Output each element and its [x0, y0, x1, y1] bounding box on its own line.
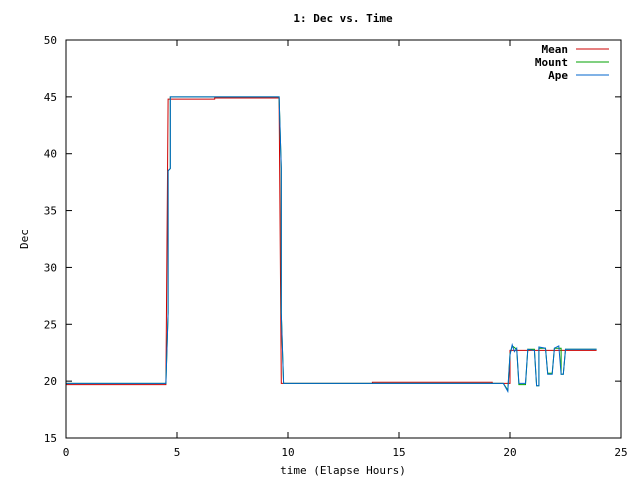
y-tick-label: 30: [44, 261, 57, 274]
axis-ticks: 0 5 10 15 20 25 15 20 25 30 35 40 45 50: [44, 34, 628, 459]
y-tick-label: 20: [44, 375, 57, 388]
legend-label-ape: Ape: [548, 69, 568, 82]
y-tick-label: 50: [44, 34, 57, 47]
legend-label-mount: Mount: [535, 56, 568, 69]
y-tick-label: 25: [44, 318, 57, 331]
y-tick-label: 45: [44, 91, 57, 104]
series-line-mean: [66, 97, 597, 386]
series-lines: [66, 96, 597, 394]
y-tick-label: 15: [44, 432, 57, 445]
x-tick-label: 5: [174, 446, 181, 459]
y-tick-label: 40: [44, 148, 57, 161]
x-tick-label: 20: [503, 446, 516, 459]
series-line-ape: [66, 96, 597, 394]
x-tick-label: 0: [63, 446, 70, 459]
y-tick-label: 35: [44, 205, 57, 218]
x-tick-label: 15: [392, 446, 405, 459]
x-axis-label: time (Elapse Hours): [280, 464, 406, 477]
y-axis-label: Dec: [18, 229, 31, 249]
plot-frame: [65, 39, 622, 439]
series-line-mount: [66, 96, 597, 392]
x-tick-label: 10: [281, 446, 294, 459]
legend-label-mean: Mean: [542, 43, 569, 56]
x-tick-label: 25: [614, 446, 627, 459]
chart-title: 1: Dec vs. Time: [293, 12, 393, 25]
